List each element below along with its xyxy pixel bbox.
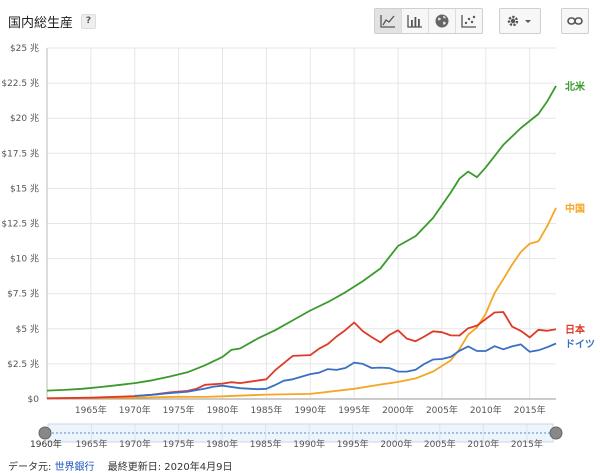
series-label: 北米 xyxy=(565,80,586,93)
x-tick-label: 2005年 xyxy=(426,404,458,416)
x-tick-label: 2010年 xyxy=(470,404,502,416)
slider-tick-label: 1970年 xyxy=(119,438,151,450)
y-axis-labels: $0 $2.5 兆 $5 兆 $7.5 兆 $10 兆 $12.5 兆 $15 兆 $17.5… xyxy=(1,43,39,405)
slider-tick-label: 1995年 xyxy=(337,438,369,450)
line-chart-icon[interactable] xyxy=(375,9,401,33)
slider-tick-label: 1985年 xyxy=(250,438,282,450)
horizontal-gridlines xyxy=(46,47,556,400)
y-tick-label: $12.5 兆 xyxy=(1,219,39,230)
series-label: 中国 xyxy=(565,202,585,215)
slider-tick-label: 1990年 xyxy=(293,438,325,450)
chart-view-toggle xyxy=(374,8,483,34)
x-tick-label: 1995年 xyxy=(338,404,370,416)
slider-tick-label: 1980年 xyxy=(206,438,238,450)
y-tick-label: $20 兆 xyxy=(10,113,39,124)
slider-tick-label: 1975年 xyxy=(163,438,195,450)
series-line-中国[interactable] xyxy=(46,207,557,400)
slider-start-handle[interactable] xyxy=(38,426,52,440)
slider-start-label: 1960年 xyxy=(30,438,62,450)
slider-tick-label: 2000年 xyxy=(380,438,412,450)
slider-tick-label: 2010年 xyxy=(467,438,499,450)
link-icon[interactable] xyxy=(562,9,588,33)
x-axis-labels: 1965年 1970年 1975年 1980年 1985年 1990年 1995年 2000年… xyxy=(75,404,546,416)
series-line-ドイツ[interactable] xyxy=(134,342,557,397)
x-tick-label: 1985年 xyxy=(250,404,282,416)
x-tick-label: 2015年 xyxy=(514,404,546,416)
slider-tick-label: 1965年 xyxy=(76,438,108,450)
y-tick-label: $0 xyxy=(28,395,40,405)
series-label: 日本 xyxy=(565,323,586,336)
y-tick-label: $15 兆 xyxy=(10,183,39,194)
y-tick-label: $2.5 兆 xyxy=(7,359,39,370)
slider-tick-label: 2005年 xyxy=(424,438,456,450)
series-label: ドイツ xyxy=(565,339,595,351)
gear-icon[interactable] xyxy=(500,9,540,33)
y-tick-label: $7.5 兆 xyxy=(7,289,39,300)
gdp-line-chart: $0 $2.5 兆 $5 兆 $7.5 兆 $10 兆 $12.5 兆 $15 兆 $17.5… xyxy=(1,43,595,416)
footer: データ元: 世界銀行 最終更新日: 2020年4月9日 xyxy=(8,458,232,473)
y-tick-label: $17.5 兆 xyxy=(1,148,39,159)
x-tick-label: 1970年 xyxy=(119,404,151,416)
y-tick-label: $22.5 兆 xyxy=(1,78,39,89)
globe-icon[interactable] xyxy=(428,9,455,33)
x-tick-label: 1980年 xyxy=(207,404,239,416)
x-tick-label: 1990年 xyxy=(294,404,326,416)
last-updated: 最終更新日: 2020年4月9日 xyxy=(107,462,233,473)
x-tick-label: 2000年 xyxy=(382,404,414,416)
x-tick-label: 1965年 xyxy=(75,404,107,416)
series-line-北米[interactable] xyxy=(46,85,557,392)
settings-menu[interactable] xyxy=(499,8,541,34)
scatter-icon[interactable] xyxy=(455,9,482,33)
title-bar: 国内総生産 ? xyxy=(8,12,97,31)
source-prefix: データ元: xyxy=(8,462,55,473)
series-line-日本[interactable] xyxy=(46,311,557,400)
help-button[interactable]: ? xyxy=(81,14,97,29)
slider-end-handle[interactable] xyxy=(549,426,563,440)
bar-chart-icon[interactable] xyxy=(401,9,428,33)
x-tick-label: 1975年 xyxy=(163,404,195,416)
y-tick-label: $25 兆 xyxy=(10,43,39,54)
source-link[interactable]: 世界銀行 xyxy=(54,462,95,473)
series-lines xyxy=(46,85,557,400)
y-tick-label: $5 兆 xyxy=(16,324,39,335)
y-tick-label: $10 兆 xyxy=(10,254,39,265)
slider-tick-label: 2015年 xyxy=(511,438,543,450)
time-range-slider[interactable]: 1960年 1965年 1970年 1975年 1980年 1985年 1990年 1995年… xyxy=(0,418,600,450)
share-link[interactable] xyxy=(561,8,589,34)
page-title: 国内総生産 xyxy=(8,16,74,31)
